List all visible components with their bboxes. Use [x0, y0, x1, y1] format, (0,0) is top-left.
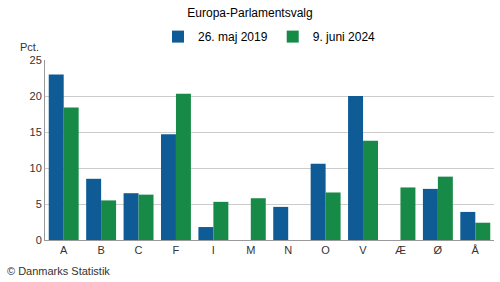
- svg-text:I: I: [212, 244, 215, 256]
- svg-text:5: 5: [36, 198, 42, 210]
- svg-text:20: 20: [30, 90, 42, 102]
- svg-text:Ø: Ø: [434, 244, 443, 256]
- svg-text:C: C: [135, 244, 143, 256]
- svg-text:25: 25: [30, 54, 42, 66]
- svg-text:9. juni 2024: 9. juni 2024: [313, 30, 375, 44]
- svg-text:B: B: [97, 244, 104, 256]
- svg-text:O: O: [321, 244, 330, 256]
- svg-text:N: N: [284, 244, 292, 256]
- svg-text:10: 10: [30, 162, 42, 174]
- svg-text:A: A: [60, 244, 68, 256]
- svg-text:F: F: [173, 244, 180, 256]
- svg-text:M: M: [246, 244, 255, 256]
- svg-text:0: 0: [36, 234, 42, 246]
- svg-text:V: V: [359, 244, 367, 256]
- svg-text:15: 15: [30, 126, 42, 138]
- svg-text:Å: Å: [472, 244, 480, 256]
- svg-text:Pct.: Pct.: [20, 41, 39, 53]
- svg-text:© Danmarks Statistik: © Danmarks Statistik: [7, 265, 110, 277]
- svg-text:26. maj 2019: 26. maj 2019: [198, 30, 268, 44]
- svg-text:Æ: Æ: [395, 244, 406, 256]
- svg-text:Europa-Parlamentsvalg: Europa-Parlamentsvalg: [187, 6, 312, 20]
